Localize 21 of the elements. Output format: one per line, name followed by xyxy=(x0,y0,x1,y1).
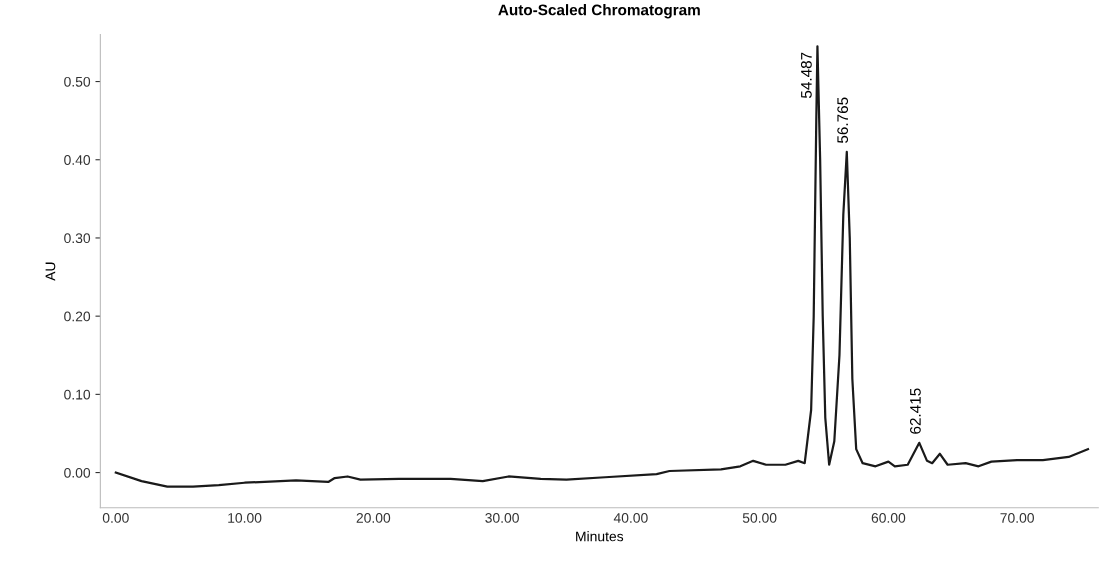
y-axis-title: AU xyxy=(45,262,56,281)
y-tick-label: 0.50 xyxy=(64,76,91,87)
annotation: 56.765 xyxy=(837,97,849,143)
x-tick-label: 10.00 xyxy=(228,512,262,523)
x-tick-label: 30.00 xyxy=(485,512,519,523)
x-tick-label: 0.00 xyxy=(102,512,129,523)
y-tick-label: 0.10 xyxy=(64,389,91,400)
x-tick-label: 50.00 xyxy=(742,512,777,523)
y-tick-label: 0.40 xyxy=(64,155,91,165)
x-tick-label: 70.00 xyxy=(1000,512,1034,523)
y-tick-label: 0.30 xyxy=(64,233,91,244)
annotation: 54.487 xyxy=(800,52,812,99)
annotation: 62.415 xyxy=(909,388,921,434)
y-tick-label: 0.00 xyxy=(64,467,91,478)
chart-title: Auto-Scaled Chromatogram xyxy=(498,4,700,19)
y-tick-label: 0.20 xyxy=(64,311,91,322)
x-tick-label: 40.00 xyxy=(613,512,648,523)
x-tick-label: 60.00 xyxy=(871,512,906,523)
line-series xyxy=(114,45,1090,488)
x-tick-label: 20.00 xyxy=(356,512,391,523)
x-axis-title: Minutes xyxy=(576,531,624,542)
